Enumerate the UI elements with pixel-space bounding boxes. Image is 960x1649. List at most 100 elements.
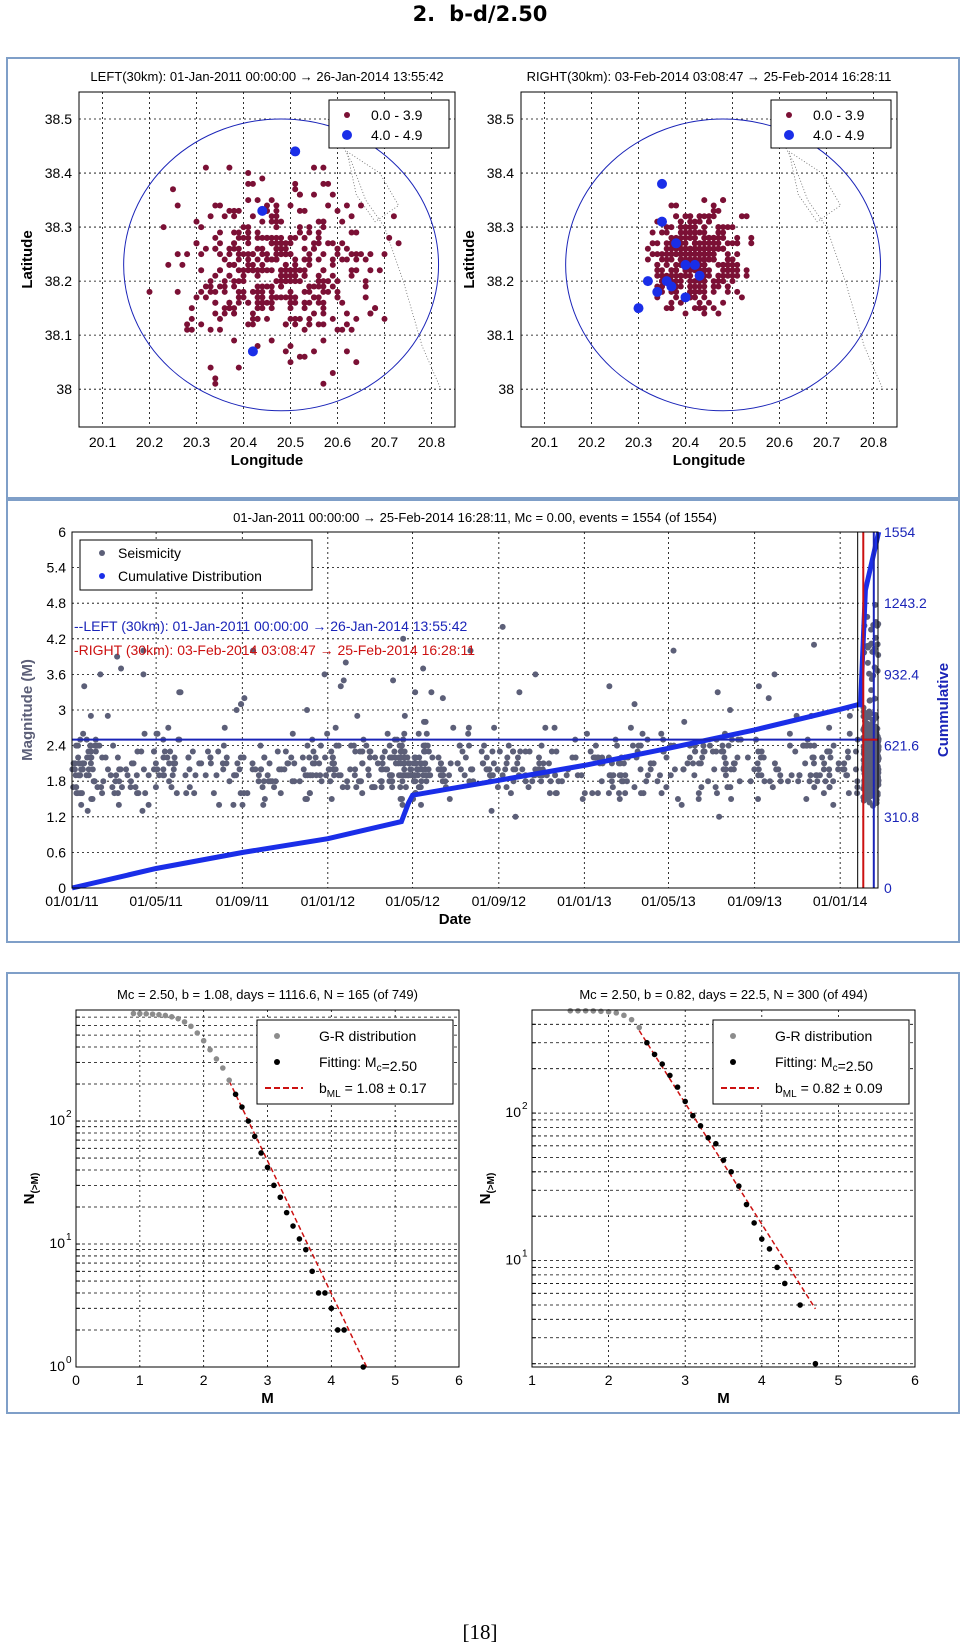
event-point-small	[696, 305, 703, 312]
axes-frame	[71, 531, 879, 889]
event-point-small	[301, 256, 308, 263]
event-point-small	[696, 218, 703, 225]
event-point-small	[231, 240, 238, 247]
event-point-small	[339, 326, 346, 333]
seismicity-point	[631, 784, 638, 791]
event-point-small	[343, 202, 350, 209]
event-point-small	[334, 207, 341, 214]
seismicity-point	[827, 754, 834, 761]
event-point-small	[343, 245, 350, 252]
event-point-small	[710, 213, 717, 220]
seismicity-point	[454, 760, 461, 767]
seismicity-point	[323, 772, 330, 779]
seismicity-point	[415, 730, 422, 737]
seismicity-point	[450, 724, 457, 731]
seismicity-point	[400, 760, 407, 767]
tick-label: 4.2	[47, 631, 67, 647]
seismicity-point	[398, 742, 405, 749]
gr-distribution-point	[207, 1046, 213, 1053]
seismicity-point	[766, 778, 773, 785]
seismicity-point	[711, 766, 718, 773]
event-point-small	[301, 245, 308, 252]
seismicity-point	[118, 665, 125, 672]
event-point-small	[217, 267, 223, 274]
event-point-small	[315, 240, 322, 247]
event-point-small	[287, 278, 294, 285]
seismicity-point	[316, 760, 323, 767]
event-point-small	[696, 299, 703, 306]
seismicity-point	[221, 724, 228, 731]
gr-distribution-point	[130, 1010, 137, 1017]
legend-label: Fitting: Mc=2.50	[319, 1054, 417, 1074]
event-point-small	[348, 326, 355, 333]
event-point-small	[278, 272, 285, 279]
event-point-small	[696, 213, 703, 220]
seismicity-point	[223, 754, 230, 761]
seismicity-point	[690, 760, 697, 767]
seismicity-point	[424, 742, 431, 749]
gr-distribution-point	[194, 1030, 201, 1036]
seismicity-point	[365, 772, 372, 779]
event-point-small	[235, 245, 242, 252]
seismicity-point	[532, 671, 539, 678]
event-point-small	[734, 267, 741, 274]
event-point-small	[301, 272, 308, 279]
event-point-small	[706, 256, 712, 263]
fitting-point	[290, 1223, 296, 1229]
event-point-small	[701, 256, 708, 263]
event-point-small	[320, 224, 327, 231]
maps-figure: 20.1 20.2 20.3 20.4 20.5 20.6 20.7 20.8 38 38.1 38…	[19, 69, 898, 469]
event-point-small	[254, 197, 261, 204]
event-point-small	[296, 278, 303, 285]
seismicity-point	[769, 784, 776, 791]
event-point-small	[691, 278, 698, 285]
seismicity-point	[663, 784, 670, 791]
seismicity-point	[418, 801, 425, 808]
fitting-point	[682, 1098, 688, 1105]
event-point-small	[311, 310, 317, 317]
seismicity-point	[160, 766, 167, 773]
seismicity-point	[134, 748, 141, 755]
event-point-small	[659, 256, 665, 263]
seismicity-point	[718, 748, 725, 755]
seismicity-point	[416, 784, 423, 791]
event-point-small	[254, 288, 261, 295]
event-point-small	[743, 267, 750, 274]
legend-box	[770, 99, 892, 149]
event-point-small	[710, 288, 717, 295]
seismicity-point	[347, 766, 354, 773]
seismicity-point	[469, 766, 476, 773]
seismicity-point	[322, 754, 329, 761]
event-point-small	[254, 272, 261, 279]
selection-circle	[123, 118, 440, 412]
event-point-small	[682, 229, 689, 236]
event-point-small	[329, 272, 336, 279]
legend-marker-small	[786, 112, 792, 118]
event-point-small	[287, 299, 294, 306]
seismicity-point	[358, 778, 365, 785]
event-point-small	[701, 251, 708, 258]
seismicity-point	[84, 807, 91, 814]
seismicity-point	[257, 742, 264, 749]
event-point-small	[654, 267, 661, 274]
seismicity-point	[107, 772, 114, 779]
event-point-small	[315, 299, 322, 306]
event-point-small	[367, 310, 374, 317]
event-point-small	[306, 321, 313, 328]
event-point-small	[677, 272, 684, 279]
seismicity-point	[489, 772, 496, 779]
tick-label: 01/01/14	[813, 893, 868, 909]
tick-label: 6	[455, 1372, 463, 1388]
tick-label: 10	[505, 1104, 521, 1120]
event-point-large	[657, 178, 667, 189]
legend-box	[256, 1019, 454, 1105]
legend-label: Seismicity	[118, 545, 181, 561]
gr-distribution-point	[598, 1008, 604, 1015]
event-point-small	[301, 267, 308, 274]
seismicity-point	[328, 796, 335, 802]
event-point-small	[320, 310, 327, 317]
seismicity-point	[771, 671, 778, 678]
y-axis-label: Magnitude (M)	[19, 659, 36, 761]
seismicity-point	[435, 754, 442, 761]
